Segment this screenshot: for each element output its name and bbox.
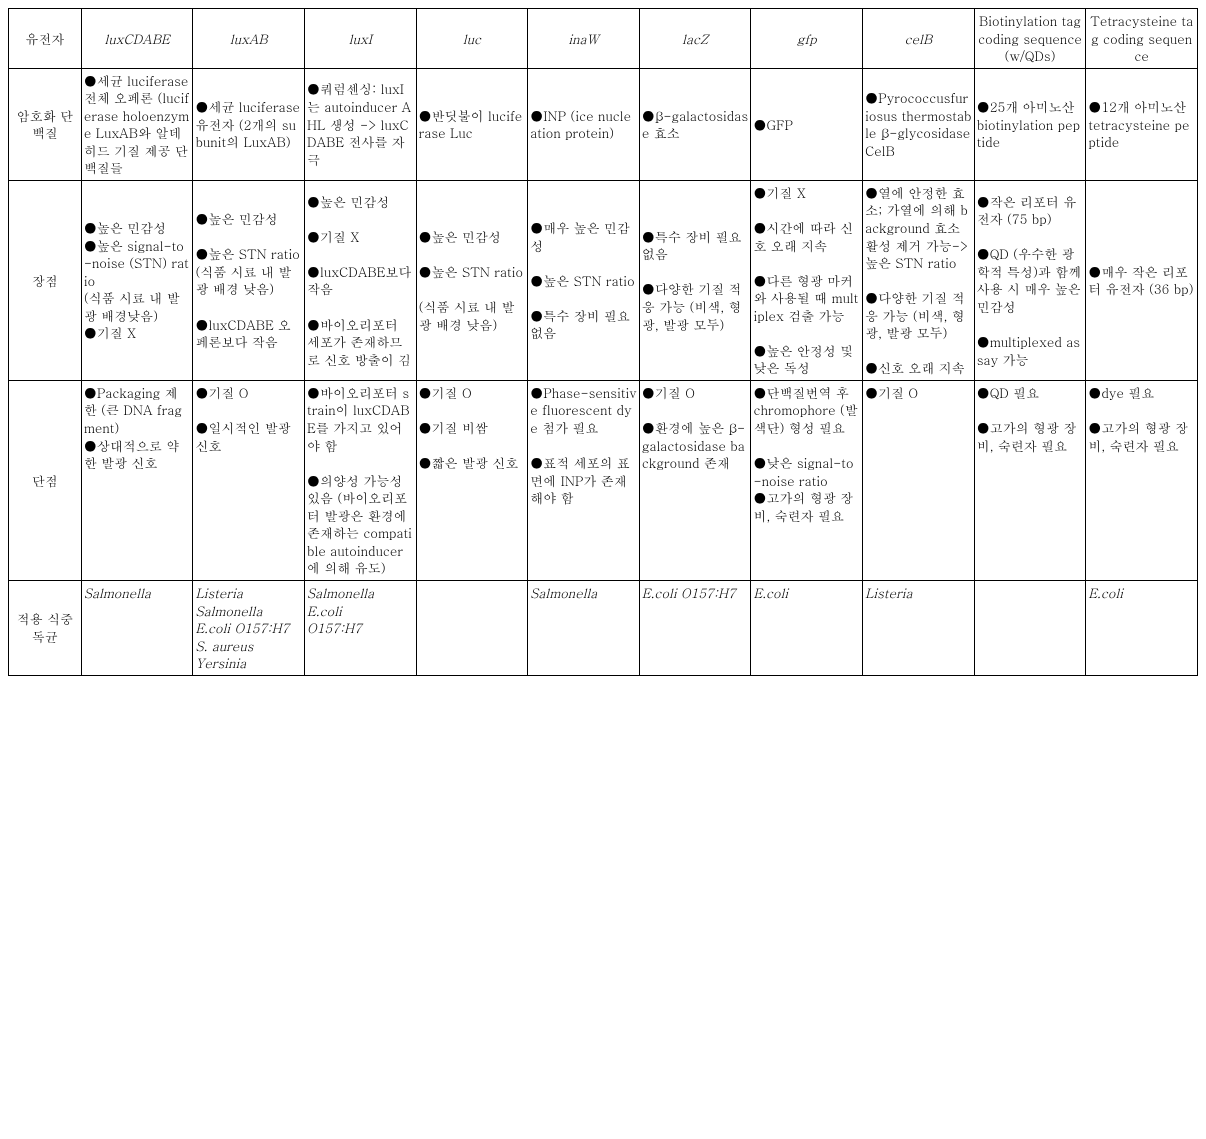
table-cell: ●단백질번역 후 chromophore (발색단) 형성 필요●낮은 sign…: [751, 380, 863, 580]
table-cell: ●dye 필요●고가의 형광 장비, 숙련자 필요: [1086, 380, 1198, 580]
table-cell: E.coli: [751, 580, 863, 675]
table-cell: ●세균 luciferase 전체 오페론 (luciferase holoen…: [81, 68, 193, 180]
table-cell: ●작은 리포터 유전자 (75 bp)●QD (우수한 광학적 특성)과 함께 …: [974, 180, 1086, 380]
column-header: celB: [863, 9, 975, 69]
table-row: 장점●높은 민감성●높은 signal-to-noise (STN) ratio…: [9, 180, 1198, 380]
column-header: luxI: [305, 9, 417, 69]
table-row: 적용 식중독균SalmonellaListeriaSalmonellaE.col…: [9, 580, 1198, 675]
row-label: 단점: [9, 380, 82, 580]
column-header: Biotinylation tag coding sequence (w/QDs…: [974, 9, 1086, 69]
table-cell: [974, 580, 1086, 675]
table-cell: ●INP (ice nucleation protein): [528, 68, 640, 180]
table-cell: ●바이오리포터 strain이 luxCDABE를 가지고 있어야 함●의양성 …: [305, 380, 417, 580]
table-cell: ●높은 민감성●기질 X●luxCDABE보다 작음●바이오리포터 세포가 존재…: [305, 180, 417, 380]
table-cell: ●기질 O●일시적인 발광 신호: [193, 380, 305, 580]
table-cell: Salmonella: [81, 580, 193, 675]
column-header: luxCDABE: [81, 9, 193, 69]
table-cell: ●높은 민감성●높은 signal-to-noise (STN) ratio(식…: [81, 180, 193, 380]
table-cell: ●12개 아미노산 tetracysteine peptide: [1086, 68, 1198, 180]
table-cell: ●반딧불이 luciferase Luc: [416, 68, 528, 180]
table-cell: ●높은 민감성●높은 STN ratio(식품 시료 내 발광 배경 낮음): [416, 180, 528, 380]
reporter-gene-table: 유전자luxCDABEluxABluxIlucinaWlacZgfpcelBBi…: [8, 8, 1198, 676]
table-cell: ●기질 O●환경에 높은 β-galactosidase background …: [639, 380, 751, 580]
column-header: lacZ: [639, 9, 751, 69]
table-body: 암호화 단백질●세균 luciferase 전체 오페론 (luciferase…: [9, 68, 1198, 675]
table-cell: ●Packaging 제한 (큰 DNA fragment)●상대적으로 약한 …: [81, 380, 193, 580]
table-cell: E.coli: [1086, 580, 1198, 675]
table-cell: ●β-galactosidase 효소: [639, 68, 751, 180]
table-cell: ●매우 높은 민감성●높은 STN ratio●특수 장비 필요 없음: [528, 180, 640, 380]
column-header: inaW: [528, 9, 640, 69]
column-header: luxAB: [193, 9, 305, 69]
table-cell: ●QD 필요●고가의 형광 장비, 숙련자 필요: [974, 380, 1086, 580]
table-cell: ●높은 민감성●높은 STN ratio (식품 시료 내 발광 배경 낮음)●…: [193, 180, 305, 380]
column-header: gfp: [751, 9, 863, 69]
table-cell: ListeriaSalmonellaE.coli O157:H7S. aureu…: [193, 580, 305, 675]
table-cell: ●기질 O●기질 비쌈●짧은 발광 신호: [416, 380, 528, 580]
table-cell: [416, 580, 528, 675]
table-cell: ●기질 X●시간에 따라 신호 오래 지속●다른 형광 마커와 사용될 때 mu…: [751, 180, 863, 380]
table-cell: Salmonella: [528, 580, 640, 675]
table-cell: ●Pyrococcusfuriosus thermostable β-glyco…: [863, 68, 975, 180]
row-label: 적용 식중독균: [9, 580, 82, 675]
table-cell: Listeria: [863, 580, 975, 675]
table-cell: ●GFP: [751, 68, 863, 180]
column-header: luc: [416, 9, 528, 69]
column-header: Tetracysteine tag coding sequence: [1086, 9, 1198, 69]
table-cell: ●특수 장비 필요 없음●다양한 기질 적응 가능 (비색, 형광, 발광 모두…: [639, 180, 751, 380]
header-row: 유전자luxCDABEluxABluxIlucinaWlacZgfpcelBBi…: [9, 9, 1198, 69]
table-cell: ●열에 안정한 효소; 가열에 의해 background 효소 활성 제거 가…: [863, 180, 975, 380]
table-row: 단점●Packaging 제한 (큰 DNA fragment)●상대적으로 약…: [9, 380, 1198, 580]
table-cell: ●기질 O: [863, 380, 975, 580]
table-cell: ●세균 luciferase 유전자 (2개의 subunit의 LuxAB): [193, 68, 305, 180]
table-cell: ●Phase-sensitive fluorescent dye 첨가 필요●표…: [528, 380, 640, 580]
table-cell: ●매우 작은 리포터 유전자 (36 bp): [1086, 180, 1198, 380]
row-label: 암호화 단백질: [9, 68, 82, 180]
table-cell: ●25개 아미노산 biotinylation peptide: [974, 68, 1086, 180]
row-label: 장점: [9, 180, 82, 380]
table-row: 암호화 단백질●세균 luciferase 전체 오페론 (luciferase…: [9, 68, 1198, 180]
table-cell: ●쿼럼센싱: luxI는 autoinducer AHL 생성 -> luxCD…: [305, 68, 417, 180]
table-header: 유전자luxCDABEluxABluxIlucinaWlacZgfpcelBBi…: [9, 9, 1198, 69]
table-cell: E.coli O157:H7: [639, 580, 751, 675]
table-cell: SalmonellaE.coliO157:H7: [305, 580, 417, 675]
header-row-label: 유전자: [9, 9, 82, 69]
